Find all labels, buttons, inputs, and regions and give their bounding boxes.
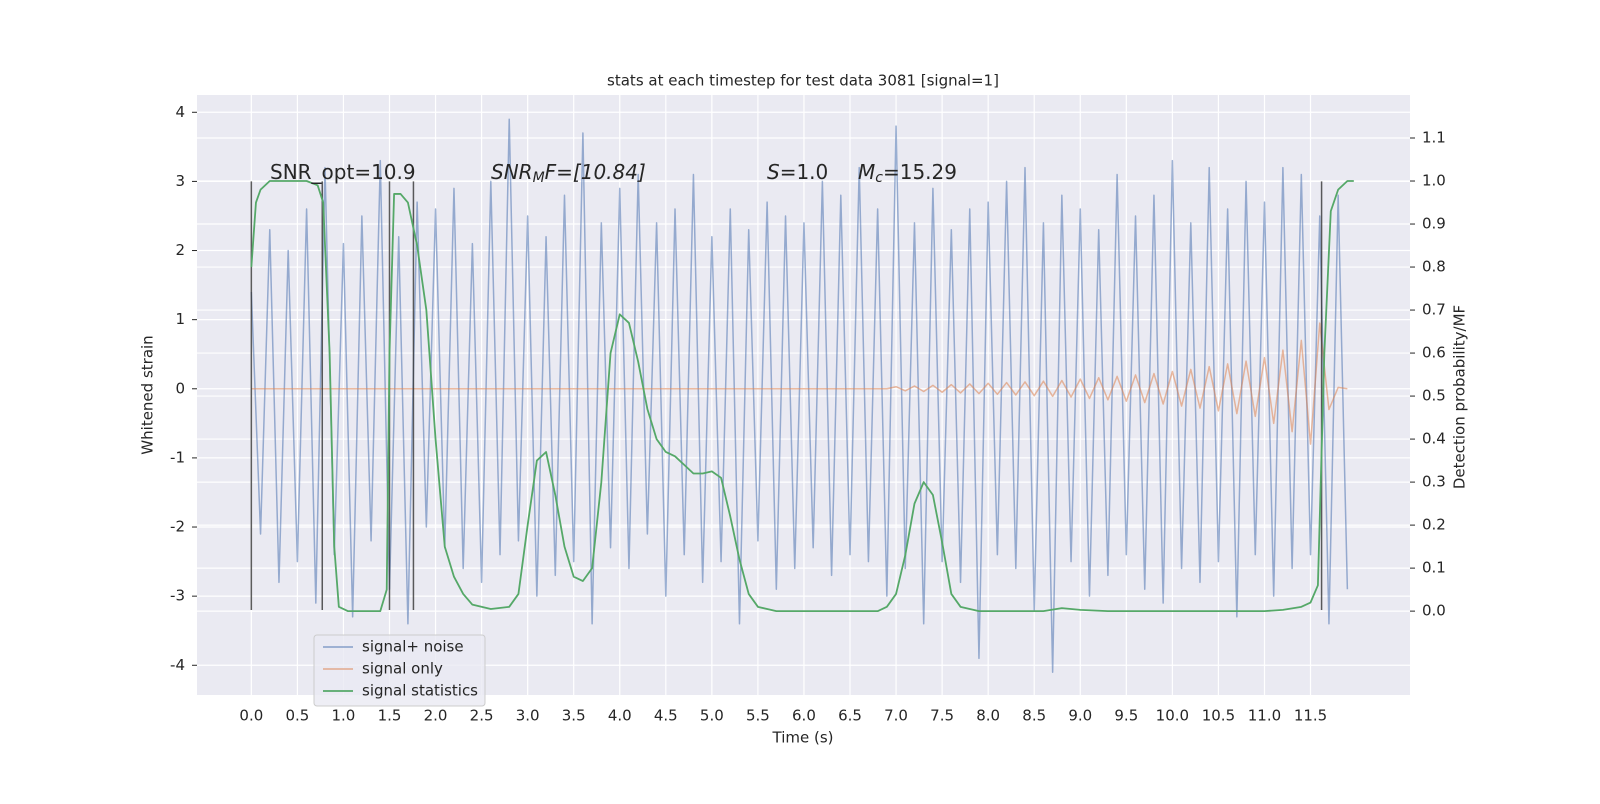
y2-tick-label: 0.6 [1422,344,1446,362]
y2-tick-label: 1.1 [1422,129,1446,147]
y2-tick-label: 1.0 [1422,172,1446,190]
x-tick-label: 0.0 [239,707,263,725]
annotation-sub: M [533,170,545,186]
y-tick-label: -2 [170,518,185,536]
annotation: SNR_opt=10.9 [270,160,416,184]
y2-tick-label: 0.2 [1422,516,1446,534]
chart-title: stats at each timestep for test data 308… [607,72,999,90]
y2-axis-label: Detection probability/MF [1451,305,1469,489]
series-line [251,322,1348,445]
y-tick-label: 3 [175,172,185,190]
y2-tick-label: 0.8 [1422,258,1446,276]
x-tick-label: 2.0 [424,707,448,725]
annotation-main: S [767,160,780,184]
y-tick-label: -3 [170,587,185,605]
x-tick-label: 10.0 [1156,707,1189,725]
annotation-main: M [858,160,875,184]
x-tick-label: 5.5 [746,707,770,725]
x-tick-label: 4.5 [654,707,678,725]
marks [250,118,1354,673]
legend-label: signal+ noise [362,638,464,656]
x-tick-label: 6.0 [792,707,816,725]
annotation: Mc=15.29 [858,160,957,187]
axes: 0.0 0.5 1.0 1.5 2.0 2.5 3.0 3.5 4.0 4.5 5.0 5.5 6.0 6… [170,103,1446,725]
y2-tick-label: 0.7 [1422,301,1446,319]
y2-tick-label: 0.1 [1422,559,1446,577]
y2-tick-label: 0.4 [1422,430,1446,448]
x-tick-label: 7.0 [884,707,908,725]
series-line [250,180,1354,613]
annotation-main: SNR [491,160,533,184]
x-tick-label: 6.5 [838,707,862,725]
annotation: SNRMF=[10.84] [491,160,646,187]
y-tick-label: 1 [175,310,185,328]
annotation-rest: F=[10.84] [545,160,646,184]
y-tick-label: 4 [175,103,185,121]
annotation-main: SNR_opt=10.9 [270,160,416,184]
legend-label: signal only [362,660,443,678]
annotation-sub: c [875,170,883,186]
x-tick-label: 9.5 [1114,707,1138,725]
legend: signal+ noise signal only signal statistic… [313,634,486,707]
legend-box [313,634,486,707]
y2-tick-label: 0.3 [1422,473,1446,491]
y-tick-label: -1 [170,448,185,466]
x-tick-label: 10.5 [1202,707,1235,725]
annotation: S=1.0 [767,160,828,184]
x-tick-label: 5.0 [700,707,724,725]
x-tick-label: 1.0 [332,707,356,725]
annotation-rest: =15.29 [883,160,957,184]
x-axis-label: Time (s) [772,729,834,747]
y-tick-label: -4 [170,656,185,674]
x-tick-label: 1.5 [378,707,402,725]
y-axis-label: Whitened strain [139,335,157,454]
x-tick-label: 3.0 [516,707,540,725]
legend-label: signal statistics [362,682,478,700]
y2-tick-label: 0.9 [1422,215,1446,233]
x-tick-label: 0.5 [285,707,309,725]
x-tick-label: 7.5 [930,707,954,725]
annotation-rest: =1.0 [780,160,829,184]
x-tick-label: 3.5 [562,707,586,725]
y-tick-label: 0 [175,379,185,397]
x-tick-label: 11.0 [1248,707,1281,725]
x-tick-label: 2.5 [470,707,494,725]
y-tick-label: 2 [175,241,185,259]
x-tick-label: 11.5 [1294,707,1327,725]
y2-tick-label: 0.5 [1422,387,1446,405]
x-tick-label: 8.5 [1022,707,1046,725]
y2-tick-label: 0.0 [1422,602,1446,620]
x-tick-label: 9.0 [1068,707,1092,725]
x-tick-label: 8.0 [976,707,1000,725]
series-line [250,118,1349,673]
x-tick-label: 4.0 [608,707,632,725]
